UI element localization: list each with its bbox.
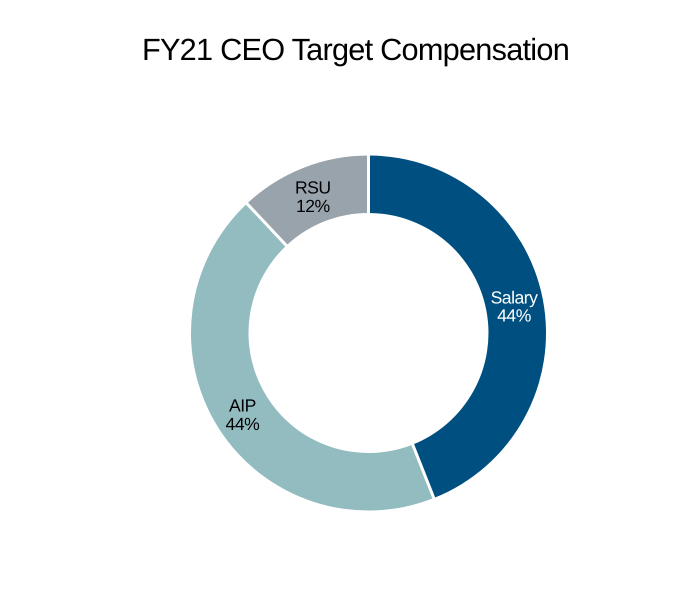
- svg-text:FY21 CEO Target Compensation: FY21 CEO Target Compensation: [142, 32, 569, 67]
